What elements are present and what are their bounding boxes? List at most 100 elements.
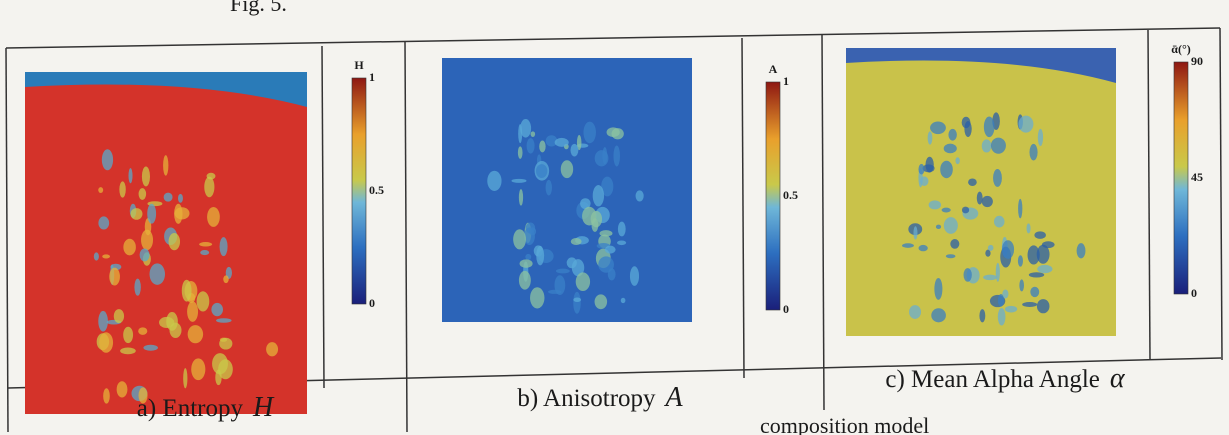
image-base <box>442 58 692 322</box>
image-texture <box>98 187 104 194</box>
image-texture <box>204 176 215 198</box>
image-texture <box>573 297 582 303</box>
image-texture <box>941 207 951 213</box>
image-texture <box>902 243 914 248</box>
image-texture <box>1034 231 1046 239</box>
image-texture <box>130 208 143 220</box>
image-texture <box>920 176 929 186</box>
image-texture <box>961 206 970 214</box>
image-texture <box>138 387 148 404</box>
image-texture <box>196 291 210 312</box>
image-texture <box>520 119 532 138</box>
image-texture <box>599 230 613 237</box>
image-texture <box>931 308 946 323</box>
image-texture <box>918 244 928 252</box>
image-texture <box>535 164 548 179</box>
image-texture <box>576 135 582 151</box>
image-texture <box>266 342 279 357</box>
image-texture <box>573 291 581 314</box>
image-texture <box>940 160 953 179</box>
image-texture <box>598 256 614 273</box>
image-texture <box>995 262 1000 282</box>
image-texture <box>128 168 133 184</box>
panel-caption: a) Entropy H <box>137 392 275 423</box>
colorbar-tick-label: 1 <box>783 74 789 88</box>
image-texture <box>223 275 229 284</box>
image-texture <box>513 229 526 250</box>
image-texture <box>983 116 995 138</box>
image-panel <box>442 58 692 322</box>
image-texture <box>187 301 199 322</box>
image-corner <box>25 72 307 107</box>
image-texture <box>997 308 1006 326</box>
image-texture <box>191 358 206 381</box>
image-texture <box>594 150 609 167</box>
image-texture <box>181 279 192 302</box>
image-texture <box>134 278 141 296</box>
image-texture <box>1004 305 1018 313</box>
image-texture <box>519 259 533 268</box>
colorbar-tick-label: 0 <box>369 296 375 310</box>
panel-caption: b) Anisotropy A <box>517 382 683 413</box>
colorbar-tick-label: 0.5 <box>783 188 798 202</box>
image-texture <box>98 216 110 230</box>
image-texture <box>523 227 535 246</box>
image-texture <box>592 185 605 207</box>
colorbar-title: A <box>769 62 778 76</box>
image-texture <box>935 224 942 230</box>
image-texture <box>968 178 977 186</box>
caption-label: b) Anisotropy <box>517 385 656 412</box>
image-texture <box>620 297 626 304</box>
image-texture <box>979 309 986 323</box>
image-texture <box>1001 240 1015 259</box>
image-texture <box>928 200 942 210</box>
image-texture <box>566 257 577 269</box>
image-texture <box>1026 223 1031 234</box>
caption-label: c) Mean Alpha Angle <box>885 366 1100 393</box>
colorbar-tick-label: 45 <box>1191 170 1203 184</box>
image-texture <box>113 309 125 324</box>
image-texture <box>102 254 110 259</box>
image-base <box>846 48 1116 336</box>
image-texture <box>206 172 216 180</box>
image-texture <box>99 332 114 353</box>
image-texture <box>174 203 183 224</box>
image-texture <box>570 143 579 157</box>
figure-label: Fig. 5. <box>230 0 287 16</box>
image-texture <box>545 179 552 196</box>
image-texture <box>993 215 1005 228</box>
image-texture <box>1030 286 1040 298</box>
image-texture <box>913 226 918 240</box>
image-texture <box>925 156 934 173</box>
image-texture <box>617 240 627 246</box>
image-texture <box>169 322 182 338</box>
image-texture <box>983 274 998 281</box>
image-texture <box>163 155 169 176</box>
image-texture <box>1036 244 1050 264</box>
image-texture <box>604 245 616 254</box>
colorbar-tick-label: 0.5 <box>369 183 384 197</box>
image-texture <box>138 327 148 335</box>
panel-caption: c) Mean Alpha Angle α <box>885 363 1126 394</box>
colorbar-tick-label: 90 <box>1191 54 1203 68</box>
image-texture <box>964 121 972 138</box>
image-texture <box>159 316 175 329</box>
image-texture <box>219 237 228 257</box>
image-texture <box>200 249 210 256</box>
image-texture <box>1027 245 1040 265</box>
colorbar-title: H <box>354 58 364 72</box>
image-texture <box>594 294 608 310</box>
image-texture <box>945 254 956 259</box>
image-texture <box>530 287 545 309</box>
image-texture <box>580 198 591 210</box>
colorbar-tick-label: 1 <box>369 70 375 84</box>
image-texture <box>163 192 173 202</box>
image-texture <box>943 143 957 154</box>
image-texture <box>1022 302 1038 308</box>
image-texture <box>109 267 120 286</box>
image-corner <box>846 48 1116 83</box>
image-texture <box>143 344 158 351</box>
image-texture <box>101 149 114 171</box>
